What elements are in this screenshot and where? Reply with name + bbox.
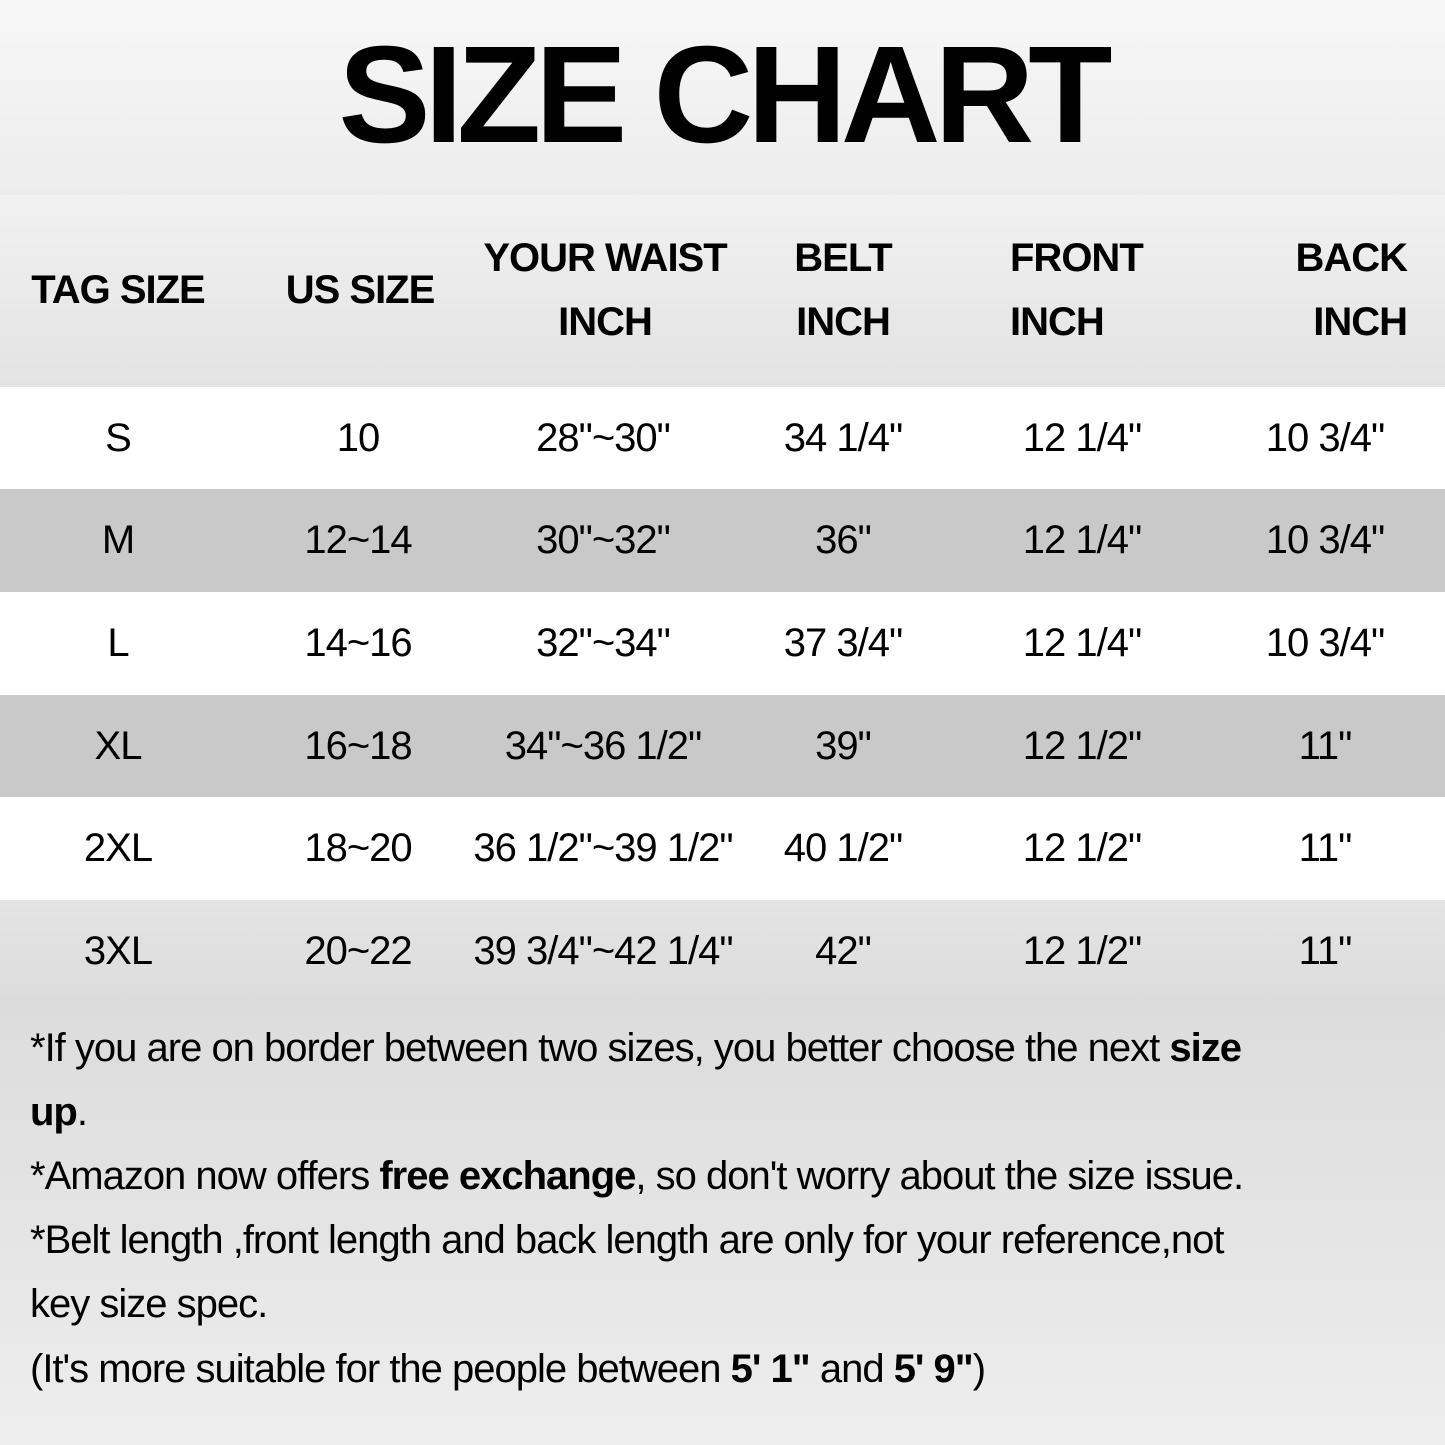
cell-us-size: 14~16 xyxy=(304,621,412,665)
note-height: (It's more suitable for the people betwe… xyxy=(30,1337,986,1401)
note-text: *Belt length ,front length and back leng… xyxy=(30,1218,1224,1262)
header-text: BELT xyxy=(794,236,892,280)
table-row: XL 16~18 34"~36 1/2" 39" 12 1/2" 11" xyxy=(0,695,1445,798)
header-unit: INCH xyxy=(558,300,653,344)
note-text: (It's more suitable for the people betwe… xyxy=(30,1347,731,1391)
note-text: *Amazon now offers xyxy=(30,1154,380,1198)
cell-back: 10 3/4" xyxy=(1265,518,1385,562)
cell-waist: 39 3/4"~42 1/4" xyxy=(473,929,733,973)
cell-us-size: 18~20 xyxy=(304,826,412,870)
cell-belt: 34 1/4" xyxy=(783,416,903,460)
cell-us-size: 10 xyxy=(336,416,380,460)
note-bold: up xyxy=(30,1090,78,1134)
table-row: S 10 28"~30" 34 1/4" 12 1/4" 10 3/4" xyxy=(0,387,1445,490)
cell-belt: 36" xyxy=(815,518,872,562)
cell-back: 11" xyxy=(1298,826,1353,870)
cell-belt: 39" xyxy=(815,724,872,768)
note-text: . xyxy=(76,1090,88,1134)
cell-waist: 36 1/2"~39 1/2" xyxy=(473,826,733,870)
cell-waist: 30"~32" xyxy=(536,518,671,562)
note-reference: *Belt length ,front length and back leng… xyxy=(30,1208,1224,1272)
header-text: TAG SIZE xyxy=(31,268,205,312)
cell-front: 12 1/4" xyxy=(1022,621,1142,665)
cell-belt: 40 1/2" xyxy=(783,826,903,870)
cell-tag-size: L xyxy=(107,621,129,665)
header-text: FRONT xyxy=(1010,236,1144,280)
cell-waist: 34"~36 1/2" xyxy=(504,724,702,768)
header-front: FRONT INCH xyxy=(1010,195,1185,385)
cell-front: 12 1/2" xyxy=(1022,929,1142,973)
note-reference-cont: key size spec. xyxy=(30,1272,268,1336)
page-title: SIZE CHART xyxy=(338,18,1113,172)
note-size-up: *If you are on border between two sizes,… xyxy=(30,1016,1242,1080)
table-row: 3XL 20~22 39 3/4"~42 1/4" 42" 12 1/2" 11" xyxy=(0,900,1445,1003)
cell-back: 11" xyxy=(1298,929,1353,973)
header-unit: INCH xyxy=(1313,300,1408,344)
table-row: L 14~16 32"~34" 37 3/4" 12 1/4" 10 3/4" xyxy=(0,592,1445,695)
cell-back: 10 3/4" xyxy=(1265,416,1385,460)
cell-waist: 28"~30" xyxy=(536,416,671,460)
note-text: , so don't worry about the size issue. xyxy=(635,1154,1244,1198)
table-header: TAG SIZE US SIZE YOUR WAIST INCH BELT INCH… xyxy=(0,195,1445,385)
cell-front: 12 1/2" xyxy=(1022,724,1142,768)
note-size-up-cont: up. xyxy=(30,1080,88,1144)
note-bold: 5' 1" xyxy=(730,1347,811,1391)
cell-us-size: 20~22 xyxy=(304,929,412,973)
notes-section: *If you are on border between two sizes,… xyxy=(0,1000,1445,1445)
note-text: ) xyxy=(972,1347,986,1391)
header-belt: BELT INCH xyxy=(763,195,923,385)
note-exchange: *Amazon now offers free exchange, so don… xyxy=(30,1144,1244,1208)
cell-tag-size: 2XL xyxy=(83,826,153,870)
cell-back: 11" xyxy=(1298,724,1353,768)
cell-tag-size: M xyxy=(101,518,135,562)
header-waist: YOUR WAIST INCH xyxy=(455,195,755,385)
cell-front: 12 1/4" xyxy=(1022,518,1142,562)
header-us-size: US SIZE xyxy=(270,195,450,385)
cell-belt: 42" xyxy=(815,929,872,973)
cell-waist: 32"~34" xyxy=(536,621,671,665)
note-bold: 5' 9" xyxy=(893,1347,974,1391)
cell-tag-size: S xyxy=(105,416,132,460)
cell-front: 12 1/4" xyxy=(1022,416,1142,460)
header-back: BACK INCH xyxy=(1262,195,1408,385)
header-tag-size: TAG SIZE xyxy=(18,195,218,385)
cell-us-size: 16~18 xyxy=(304,724,412,768)
cell-us-size: 12~14 xyxy=(304,518,412,562)
note-text: and xyxy=(809,1347,894,1391)
cell-back: 10 3/4" xyxy=(1265,621,1385,665)
cell-belt: 37 3/4" xyxy=(783,621,903,665)
note-text: key size spec. xyxy=(30,1282,268,1326)
note-bold: size xyxy=(1169,1026,1242,1070)
cell-front: 12 1/2" xyxy=(1022,826,1142,870)
header-text: BACK xyxy=(1295,236,1408,280)
header-text: US SIZE xyxy=(285,268,436,312)
note-text: *If you are on border between two sizes,… xyxy=(30,1026,1170,1070)
header-unit: INCH xyxy=(796,300,891,344)
header-text: YOUR WAIST xyxy=(483,236,727,280)
note-bold: free exchange xyxy=(379,1154,636,1198)
cell-tag-size: 3XL xyxy=(83,929,153,973)
table-row: M 12~14 30"~32" 36" 12 1/4" 10 3/4" xyxy=(0,489,1445,592)
table-row: 2XL 18~20 36 1/2"~39 1/2" 40 1/2" 12 1/2" 11" xyxy=(0,797,1445,900)
header-unit: INCH xyxy=(1010,300,1105,344)
cell-tag-size: XL xyxy=(94,724,143,768)
